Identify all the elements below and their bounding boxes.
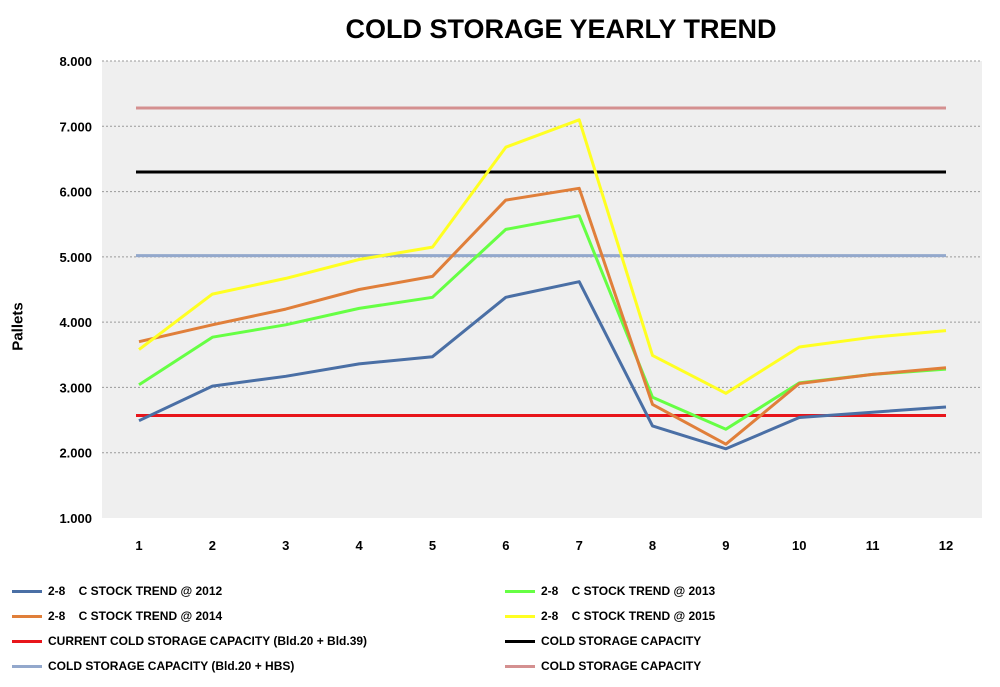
x-tick-label: 4 — [355, 538, 363, 553]
y-tick-label: 1.000 — [59, 511, 92, 526]
x-tick-label: 7 — [576, 538, 583, 553]
y-axis-ticks: 1.000 2.000 3.000 4.000 5.000 6.000 7.000 8.000 — [59, 54, 92, 526]
series-line-1 — [138, 280, 947, 451]
y-tick-label: 5.000 — [59, 250, 92, 265]
y-tick-label: 6.000 — [59, 185, 92, 200]
series-line-3 — [138, 186, 947, 446]
x-tick-label: 5 — [429, 538, 436, 553]
x-tick-label: 10 — [792, 538, 806, 553]
y-tick-label: 4.000 — [59, 315, 92, 330]
series-line-4 — [138, 118, 947, 395]
y-tick-label: 7.000 — [59, 119, 92, 134]
series-lines — [136, 106, 947, 451]
x-tick-label: 3 — [282, 538, 289, 553]
y-tick-label: 3.000 — [59, 380, 92, 395]
x-axis-ticks: 1 2 3 4 5 6 7 8 9 10 11 12 — [135, 538, 953, 553]
x-tick-label: 2 — [209, 538, 216, 553]
y-tick-label: 8.000 — [59, 54, 92, 69]
x-tick-label: 12 — [939, 538, 953, 553]
x-tick-label: 9 — [722, 538, 729, 553]
y-tick-label: 2.000 — [59, 446, 92, 461]
x-tick-label: 1 — [135, 538, 142, 553]
chart-title: COLD STORAGE YEARLY TREND — [345, 14, 777, 44]
x-tick-label: 8 — [649, 538, 656, 553]
x-tick-label: 11 — [866, 538, 880, 553]
x-tick-label: 6 — [502, 538, 509, 553]
